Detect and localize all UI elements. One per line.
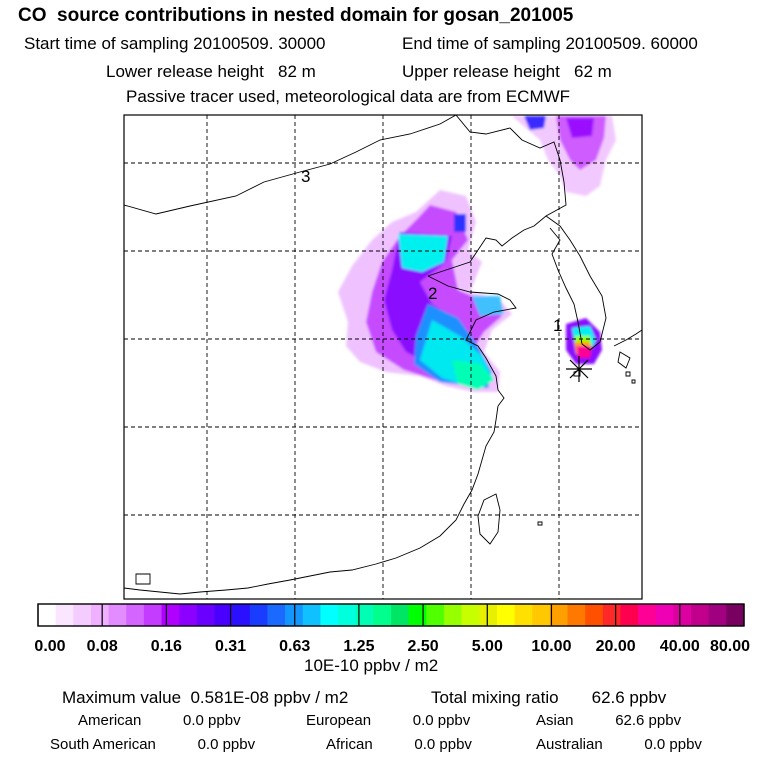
plume-northeast-mid <box>556 116 606 170</box>
colorbar-cell <box>249 604 268 626</box>
total-mixing-ratio: Total mixing ratio 62.6 ppbv <box>431 688 667 707</box>
colorbar-cell <box>391 604 410 626</box>
coast-taiwan <box>477 493 501 545</box>
colorbar-cell <box>161 604 180 626</box>
colorbar-cell <box>179 604 198 626</box>
colorbar-cell <box>214 604 233 626</box>
asian-contribution: Asian 62.6 ppbv <box>536 712 682 729</box>
colorbar-tick-label: 10.00 <box>531 638 572 655</box>
colorbar-cell <box>90 604 110 626</box>
plume-layer <box>124 115 642 595</box>
colorbar-cell <box>638 604 657 626</box>
upper-release-label: Upper release height 62 m <box>402 62 612 81</box>
border-mongolia <box>124 115 457 215</box>
colorbar-cell <box>55 604 74 626</box>
coast-hainan <box>135 573 151 585</box>
plume-north-cyan <box>398 234 448 272</box>
colorbar-cell <box>673 604 692 626</box>
colorbar-cell <box>602 604 621 626</box>
colorbar-tick-label: 0.31 <box>214 638 247 655</box>
colorbar-cell <box>567 604 586 626</box>
coastlines <box>124 115 642 595</box>
plume-north-blue <box>454 214 466 232</box>
colorbar-tick-label: 40.00 <box>659 638 700 655</box>
colorbar-tick-label: 0.00 <box>34 638 66 655</box>
lower-release-label: Lower release height 82 m <box>106 62 316 81</box>
colorbar-tick-label: 0.08 <box>86 638 118 655</box>
plume-south-teal <box>452 360 494 390</box>
end-time-label: End time of sampling 20100509. 60000 <box>402 34 698 53</box>
colorbar-cell <box>479 604 498 626</box>
colorbar-tick-label: 2.50 <box>407 638 439 655</box>
colorbar-cell <box>196 604 215 626</box>
coast-japan-kyushu <box>613 329 642 347</box>
colorbar-tick-label: 0.63 <box>279 638 311 655</box>
colorbar-cell <box>514 604 533 626</box>
european-contribution: European 0.0 ppbv <box>306 712 471 729</box>
australian-contribution: Australian 0.0 ppbv <box>536 736 702 753</box>
receptor-marker <box>566 356 592 382</box>
maximum-value: Maximum value 0.581E-08 ppbv / m2 <box>62 688 349 707</box>
south-american-contribution: South American 0.0 ppbv <box>50 736 256 753</box>
colorbar-cell <box>461 604 480 626</box>
border-northeast <box>455 115 565 183</box>
colorbar-cell <box>38 604 57 626</box>
colorbar-cell <box>320 604 339 626</box>
coast-bohai <box>427 275 517 407</box>
colorbar-cell <box>267 604 286 626</box>
colorbar-cell <box>302 604 321 626</box>
colorbar-cell <box>126 604 145 626</box>
map-label-2: 2 <box>428 284 437 303</box>
colorbar-cell <box>143 604 163 626</box>
map-label-1: 1 <box>553 316 562 335</box>
colorbar-cell <box>532 604 551 626</box>
american-contribution: American 0.0 ppbv <box>78 712 241 729</box>
map-frame <box>123 114 643 600</box>
colorbar-cell <box>496 604 516 626</box>
island-small-3 <box>537 521 543 526</box>
grid-lines <box>124 115 642 599</box>
colorbar-cell <box>585 604 604 626</box>
colorbar-tick-label: 1.25 <box>343 638 375 655</box>
start-time-label: Start time of sampling 20100509. 30000 <box>24 34 326 53</box>
plume-northeast-core <box>524 116 546 130</box>
tracer-note: Passive tracer used, meteorological data… <box>126 87 571 106</box>
african-contribution: African 0.0 ppbv <box>326 736 472 753</box>
colorbar-cell <box>73 604 92 626</box>
coast-japan-island <box>617 351 631 369</box>
colorbar-unit: 10E-10 ppbv / m2 <box>304 656 439 675</box>
island-small-1 <box>625 371 631 377</box>
colorbar-cell <box>691 604 710 626</box>
colorbar-cell <box>108 604 127 626</box>
coast-south-china <box>124 405 499 595</box>
colorbar <box>37 603 745 627</box>
colorbar-cell <box>443 604 463 626</box>
colorbar-cell <box>355 604 374 626</box>
colorbar-cell <box>232 604 251 626</box>
colorbar-tick-label: 20.00 <box>595 638 636 655</box>
colorbar-tick-label: 80.00 <box>709 638 751 655</box>
coast-korea-peninsula <box>545 215 607 351</box>
map-label-3: 3 <box>301 167 310 186</box>
plume-gulf-cyan <box>472 296 504 316</box>
colorbar-cell <box>426 604 445 626</box>
colorbar-cell <box>408 604 427 626</box>
colorbar-frame <box>37 603 745 627</box>
colorbar-cell <box>655 604 674 626</box>
colorbar-tick-label: 0.16 <box>150 638 182 655</box>
colorbar-cell <box>708 604 727 626</box>
colorbar-cell <box>549 604 568 626</box>
colorbar-cell <box>338 604 357 626</box>
island-small-2 <box>631 379 636 384</box>
colorbar-cell <box>373 604 392 626</box>
colorbar-cell <box>620 604 639 626</box>
plume-northeast-core2 <box>566 118 594 138</box>
colorbar-cell <box>726 604 745 626</box>
chart-title: CO source contributions in nested domain… <box>18 5 574 26</box>
colorbar-tick-label: 5.00 <box>471 638 503 655</box>
